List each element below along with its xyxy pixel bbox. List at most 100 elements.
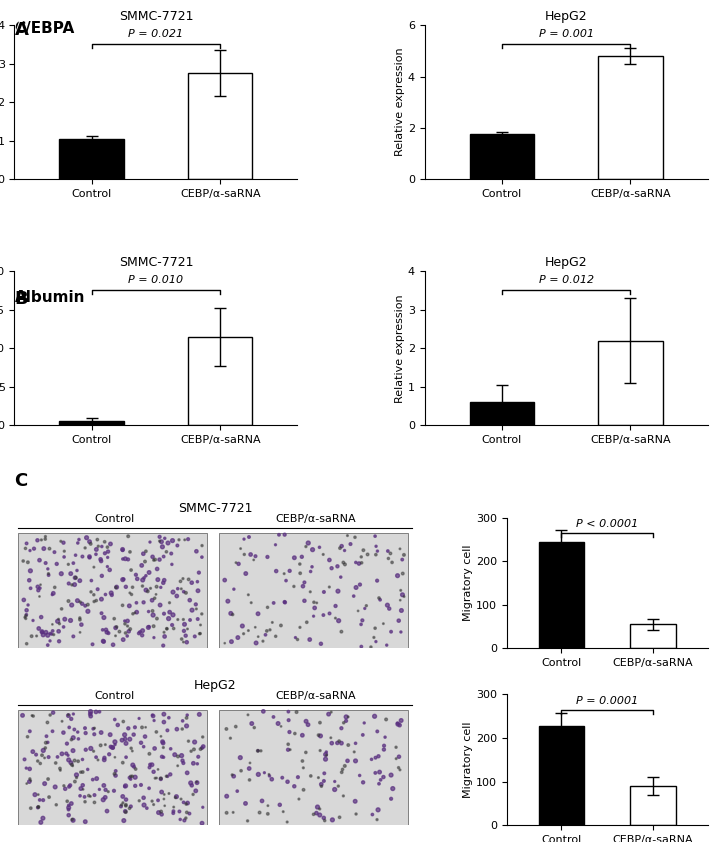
Point <box>179 533 191 546</box>
Point <box>168 801 180 814</box>
Point <box>59 782 71 796</box>
Point <box>163 786 175 800</box>
Point <box>63 594 74 608</box>
Point <box>386 625 397 638</box>
Point <box>35 757 46 770</box>
Point <box>98 779 110 792</box>
Point <box>219 573 230 587</box>
Point <box>147 608 159 621</box>
Point <box>178 613 189 626</box>
Point <box>56 715 68 728</box>
Point <box>85 706 97 720</box>
Point <box>154 530 165 544</box>
Point <box>270 538 282 552</box>
Point <box>79 599 91 612</box>
Point <box>116 800 127 813</box>
Point <box>66 813 78 826</box>
Point <box>189 735 201 749</box>
Point <box>105 586 117 600</box>
Point <box>191 545 202 558</box>
Point <box>342 754 353 768</box>
Point <box>138 791 149 804</box>
Point <box>178 796 189 809</box>
Text: P = 0.001: P = 0.001 <box>539 29 593 39</box>
Point <box>348 589 360 603</box>
Title: SMMC-7721: SMMC-7721 <box>118 256 193 269</box>
Point <box>188 757 199 770</box>
Point <box>180 711 192 725</box>
Point <box>268 596 279 610</box>
Point <box>157 540 168 553</box>
Bar <box>188 73 252 179</box>
Point <box>65 756 77 770</box>
Point <box>310 807 322 820</box>
Point <box>84 790 96 803</box>
Point <box>158 792 170 806</box>
Point <box>245 596 257 610</box>
Point <box>158 707 170 721</box>
Point <box>237 619 248 632</box>
Point <box>385 546 396 560</box>
Point <box>165 742 176 755</box>
Point <box>148 765 160 779</box>
Point <box>89 796 100 809</box>
Point <box>393 718 405 732</box>
Point <box>133 626 144 640</box>
Point <box>58 621 69 634</box>
Point <box>19 753 30 766</box>
Point <box>190 598 201 611</box>
Point <box>350 807 362 821</box>
Point <box>186 576 198 589</box>
Point <box>197 740 209 754</box>
Title: SMMC-7721: SMMC-7721 <box>118 10 193 23</box>
Point <box>118 573 129 586</box>
Point <box>297 579 309 593</box>
Point <box>168 807 179 820</box>
Point <box>70 548 82 562</box>
Point <box>196 741 208 754</box>
Point <box>349 737 361 750</box>
Point <box>127 607 139 621</box>
Point <box>325 731 336 744</box>
Point <box>314 808 326 822</box>
FancyBboxPatch shape <box>219 710 408 825</box>
Point <box>40 557 51 570</box>
Point <box>258 705 269 718</box>
Point <box>105 728 116 742</box>
Point <box>101 804 113 818</box>
Point <box>305 770 316 783</box>
Point <box>185 776 196 790</box>
Point <box>318 547 329 561</box>
Point <box>126 744 138 758</box>
Point <box>58 545 70 558</box>
FancyBboxPatch shape <box>219 533 408 648</box>
Text: P = 0.012: P = 0.012 <box>539 275 593 285</box>
Bar <box>599 341 663 425</box>
Point <box>232 557 244 571</box>
Point <box>394 594 406 607</box>
Point <box>77 550 88 563</box>
Point <box>168 804 179 818</box>
Point <box>331 736 343 749</box>
Point <box>81 531 92 545</box>
Point <box>360 599 372 612</box>
Point <box>49 781 61 794</box>
Point <box>336 722 347 735</box>
Point <box>254 806 266 819</box>
Point <box>308 595 320 609</box>
Point <box>76 618 87 632</box>
Point <box>374 765 386 779</box>
Point <box>162 723 173 737</box>
Point <box>109 738 121 751</box>
Point <box>342 529 353 542</box>
Point <box>244 756 256 770</box>
Point <box>172 582 183 595</box>
Point <box>55 535 66 548</box>
Point <box>386 769 397 782</box>
Point <box>162 536 174 550</box>
Point <box>228 770 240 783</box>
Point <box>51 557 63 571</box>
Point <box>79 795 91 808</box>
Point <box>319 814 331 828</box>
Y-axis label: Migratory cell: Migratory cell <box>463 722 473 798</box>
